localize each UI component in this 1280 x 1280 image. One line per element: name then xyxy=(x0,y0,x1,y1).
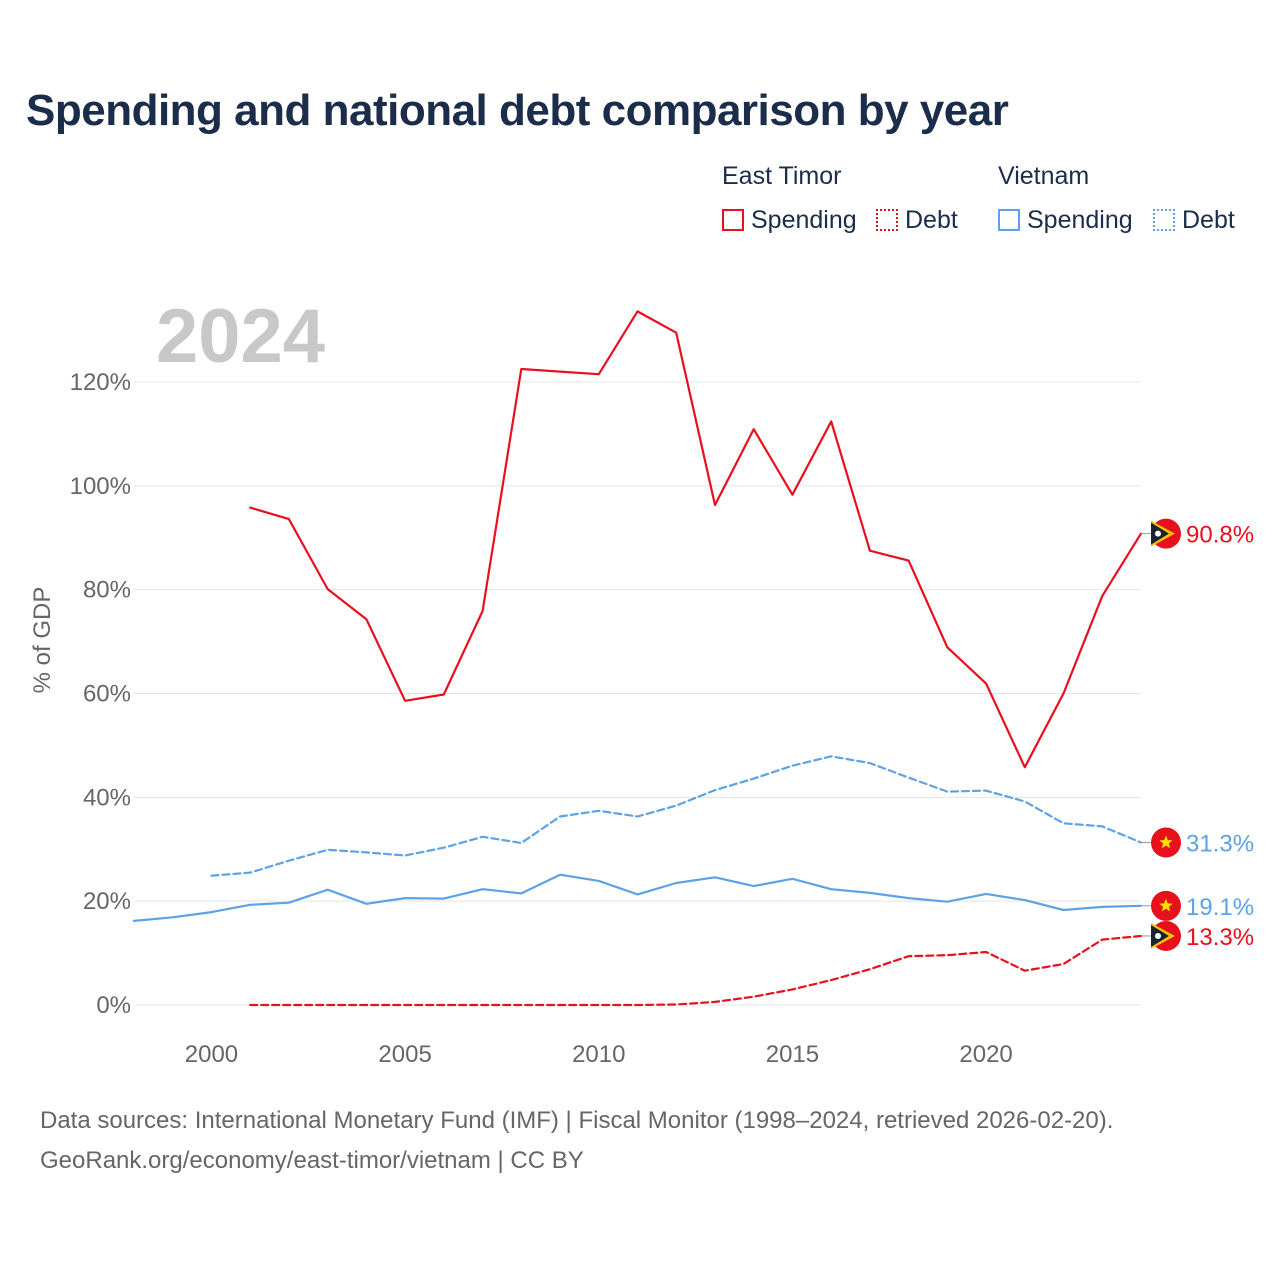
series-line-vietnam-debt xyxy=(210,755,1143,877)
legend-swatch-dotted-red xyxy=(876,209,898,231)
vietnam-flag-icon xyxy=(1151,890,1181,921)
series-line-east-timor-debt xyxy=(249,934,1143,1007)
x-tick-label: 2015 xyxy=(766,1041,819,1068)
chart-title: Spending and national debt comparison by… xyxy=(26,86,1009,135)
x-tick-label: 2000 xyxy=(185,1041,238,1068)
legend-item-east-timor-spending[interactable]: Spending xyxy=(722,204,857,236)
y-tick-label: 80% xyxy=(83,577,131,604)
east-timor-flag-icon xyxy=(1151,518,1181,549)
legend-group-vietnam: Vietnam xyxy=(998,162,1090,190)
end-labels: 90.8% 13.3% 19.1% 31.3% xyxy=(1141,518,1254,951)
legend-item-vietnam-debt[interactable]: Debt xyxy=(1153,204,1235,236)
legend-swatch-dotted-blue xyxy=(1153,209,1175,231)
legend-swatch-solid-red xyxy=(722,209,744,231)
legend-label: Debt xyxy=(905,205,958,234)
legend-label: Spending xyxy=(751,205,857,234)
footer-credit: GeoRank.org/economy/east-timor/vietnam |… xyxy=(40,1147,584,1174)
y-tick-label: 60% xyxy=(83,681,131,708)
legend-swatch-solid-blue xyxy=(998,209,1020,231)
legend-label: Spending xyxy=(1027,205,1133,234)
y-tick-label: 120% xyxy=(70,369,131,396)
x-tick-label: 2010 xyxy=(572,1041,625,1068)
y-axis-ticks: 0% 20% 40% 60% 80% 100% 120% xyxy=(70,369,131,1019)
end-value-label: 13.3% xyxy=(1186,924,1254,951)
y-tick-label: 40% xyxy=(83,784,131,811)
legend-item-vietnam-spending[interactable]: Spending xyxy=(998,204,1133,236)
year-badge: 2024 xyxy=(156,294,325,379)
series-line-east-timor-spending xyxy=(249,310,1143,769)
x-tick-label: 2020 xyxy=(959,1041,1012,1068)
series-line-vietnam-spending xyxy=(132,873,1143,923)
footer-sources: Data sources: International Monetary Fun… xyxy=(40,1107,1114,1134)
legend-label: Debt xyxy=(1182,205,1235,234)
legend-group-east-timor: East Timor xyxy=(722,162,842,190)
y-axis-label: % of GDP xyxy=(29,587,56,694)
y-tick-label: 20% xyxy=(83,888,131,915)
end-value-label: 90.8% xyxy=(1186,522,1254,549)
x-tick-label: 2005 xyxy=(378,1041,431,1068)
vietnam-flag-icon xyxy=(1151,827,1181,858)
y-tick-label: 100% xyxy=(70,473,131,500)
end-value-label: 19.1% xyxy=(1186,894,1254,921)
x-axis-ticks: 2000 2005 2010 2015 2020 xyxy=(185,1041,1013,1068)
east-timor-flag-icon xyxy=(1151,920,1181,951)
series xyxy=(132,310,1143,1007)
legend-item-east-timor-debt[interactable]: Debt xyxy=(876,204,958,236)
y-tick-label: 0% xyxy=(96,992,131,1019)
end-value-label: 31.3% xyxy=(1186,831,1254,858)
